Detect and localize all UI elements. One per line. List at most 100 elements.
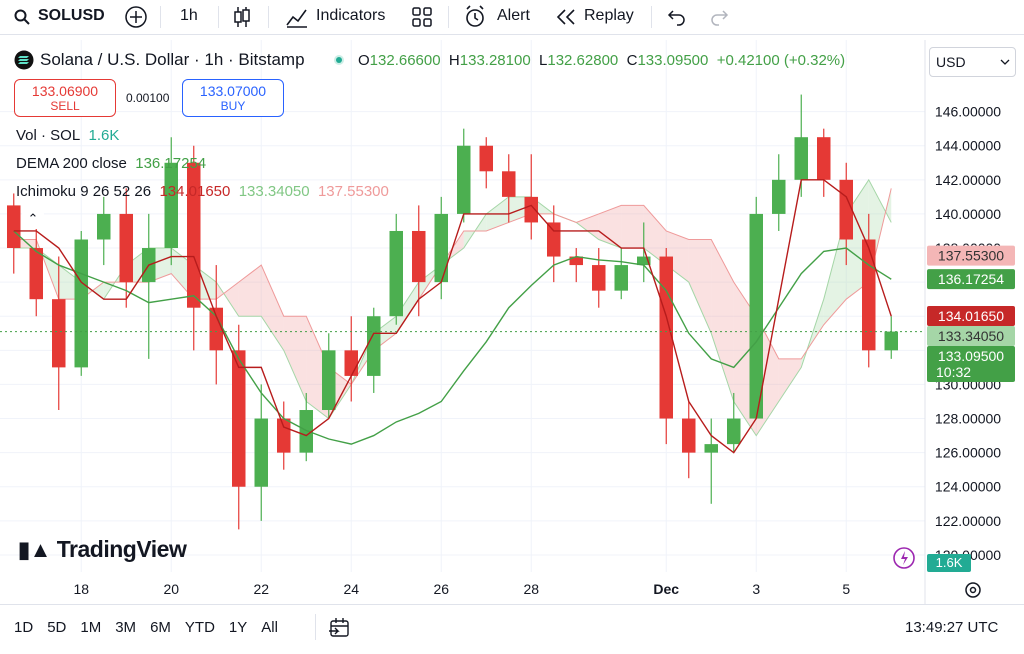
candle-body [299, 410, 313, 453]
cloud-segment [283, 316, 307, 402]
alert-icon[interactable] [463, 4, 489, 30]
volume-badge: 1.6K [927, 554, 971, 572]
range-button[interactable]: 3M [115, 619, 137, 636]
ai-icon[interactable] [888, 546, 918, 572]
candle-body [592, 265, 606, 291]
candle-body [817, 137, 831, 180]
alert[interactable]: Alert [497, 7, 530, 24]
replay[interactable]: Replay [584, 7, 634, 24]
coin-icon [14, 50, 34, 70]
clock[interactable]: 13:49:27 UTC [905, 619, 999, 636]
y-tick-label: 142.00000 [935, 172, 1001, 188]
study[interactable]: DEMA 200 close 136.17254 [16, 155, 206, 172]
y-tick-label: 140.00000 [935, 206, 1001, 222]
cloud-line [13, 178, 892, 437]
redo[interactable] [708, 7, 730, 27]
change: +0.42100 (+0.32%) [716, 52, 846, 69]
sell-button[interactable]: 133.06900 SELL [14, 79, 116, 117]
candle-body [479, 145, 493, 172]
collapse-legend[interactable]: ⌃ [22, 211, 44, 229]
price-badge [927, 305, 1015, 326]
range-button[interactable]: 1Y [228, 619, 248, 636]
add-symbol[interactable] [124, 5, 148, 29]
candle-body [187, 162, 201, 308]
price-badge-label: 137.55300 [938, 248, 1004, 264]
sell-label: SELL [50, 99, 80, 113]
replay-icon[interactable] [555, 7, 577, 27]
candle-body [29, 248, 43, 300]
cloud-segment [688, 239, 712, 334]
y-tick-label: 122.00000 [935, 513, 1001, 529]
study-name: Ichimoku 9 26 52 26 [16, 183, 152, 200]
study-value: 137.55300 [317, 183, 389, 200]
x-tick-label: 22 [253, 581, 269, 597]
candle-body [569, 256, 583, 266]
indicators[interactable]: Indicators [316, 7, 386, 24]
ohlc-value: 133.09500 [637, 52, 709, 69]
buy-price: 133.07000 [199, 83, 267, 99]
price-badge-label: 133.09500 [938, 348, 1004, 364]
study-value: 134.01650 [159, 183, 231, 200]
buy-button[interactable]: 133.07000 BUY [182, 79, 284, 117]
indicators-icon[interactable] [285, 5, 309, 29]
cloud-segment [643, 205, 667, 266]
spread: 0.00100 [126, 91, 170, 105]
currency-select[interactable]: USD [929, 47, 1016, 77]
candle-body [524, 196, 538, 223]
sell-price: 133.06900 [31, 83, 99, 99]
candle-body [74, 239, 88, 368]
candle-body [637, 256, 651, 266]
x-tick-label: 24 [343, 581, 359, 597]
x-tick-label: 3 [752, 581, 760, 597]
candle-body [502, 171, 516, 197]
x-tick-label: 26 [433, 581, 449, 597]
ohlc-key: O [358, 52, 370, 69]
indicator-line [13, 179, 892, 454]
legend-title[interactable]: Solana / U.S. Dollar · 1h · Bitstamp [40, 50, 305, 69]
buy-label: BUY [220, 99, 246, 113]
x-tick-label: 18 [73, 581, 89, 597]
cloud-segment [621, 205, 644, 249]
range-button[interactable]: 1D [14, 619, 34, 636]
search-icon[interactable] [14, 9, 30, 25]
cloud-segment [778, 358, 802, 402]
indicator-line [13, 230, 892, 445]
range-button[interactable]: 6M [150, 619, 171, 636]
range-button[interactable]: 1M [80, 619, 102, 636]
cloud-segment [823, 213, 847, 325]
candle-body [682, 418, 696, 453]
symbol[interactable]: SOLUSD [38, 7, 105, 24]
undo[interactable] [666, 7, 688, 27]
y-tick-label: 144.00000 [935, 138, 1001, 154]
candle-body [614, 265, 628, 291]
y-tick-label: 124.00000 [935, 479, 1001, 495]
price-badge [927, 345, 1015, 382]
y-tick-label: 128.00000 [935, 411, 1001, 427]
price-badge [927, 245, 1015, 266]
candle-body [367, 316, 381, 376]
range-button[interactable]: 5D [47, 619, 67, 636]
study-value: 1.6K [88, 127, 120, 144]
ohlc: O132.66600 H133.28100 L132.62800 C133.09… [358, 52, 845, 69]
chart: 120.00000122.00000124.00000126.00000128.… [0, 40, 1015, 604]
candle-body [839, 179, 853, 240]
candle-body [547, 222, 561, 257]
interval[interactable]: 1h [180, 7, 198, 24]
study[interactable]: Ichimoku 9 26 52 26 134.01650 133.34050 … [16, 183, 389, 200]
x-tick-label: 20 [163, 581, 179, 597]
candle-body [727, 418, 741, 445]
goto-date[interactable] [328, 616, 352, 640]
candle-body [232, 350, 246, 487]
price-badge [927, 325, 1015, 346]
market-open-dot [334, 55, 344, 65]
study[interactable]: Vol · SOL 1.6K [16, 127, 119, 144]
settings-icon[interactable] [963, 580, 983, 600]
range-button[interactable]: YTD [184, 619, 215, 636]
layout-icon[interactable] [411, 6, 433, 28]
candle-body [794, 137, 808, 180]
candle-body [97, 213, 111, 240]
chart-type-icon[interactable] [232, 5, 252, 29]
ohlc-key: L [539, 52, 548, 69]
range-button[interactable]: All [261, 619, 278, 636]
candle-body [209, 307, 223, 351]
